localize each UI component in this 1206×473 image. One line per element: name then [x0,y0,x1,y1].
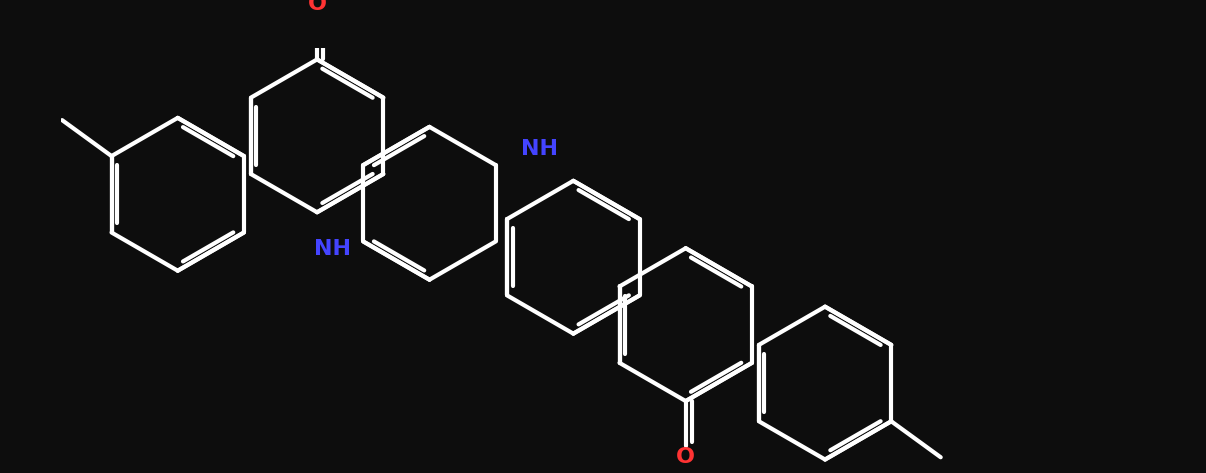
Text: NH: NH [521,139,558,159]
Text: NH: NH [314,239,351,259]
Text: O: O [677,447,695,467]
Text: O: O [308,0,327,14]
